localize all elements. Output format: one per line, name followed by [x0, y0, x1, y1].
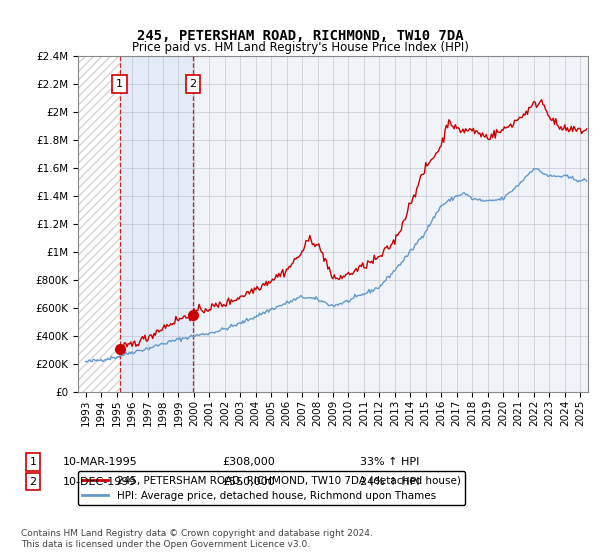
Text: 1: 1: [29, 457, 37, 467]
Text: 33% ↑ HPI: 33% ↑ HPI: [360, 457, 419, 467]
Text: 1: 1: [116, 79, 123, 89]
Bar: [119, 56, 193, 392]
Bar: [78, 56, 119, 392]
Bar: [78, 56, 119, 392]
Legend: 245, PETERSHAM ROAD, RICHMOND, TW10 7DA (detached house), HPI: Average price, de: 245, PETERSHAM ROAD, RICHMOND, TW10 7DA …: [78, 471, 464, 505]
Text: 10-DEC-1999: 10-DEC-1999: [63, 477, 137, 487]
Text: 2: 2: [190, 79, 197, 89]
Text: 245, PETERSHAM ROAD, RICHMOND, TW10 7DA: 245, PETERSHAM ROAD, RICHMOND, TW10 7DA: [137, 29, 463, 44]
Text: 24% ↑ HPI: 24% ↑ HPI: [360, 477, 419, 487]
Text: Contains HM Land Registry data © Crown copyright and database right 2024.
This d: Contains HM Land Registry data © Crown c…: [21, 529, 373, 549]
Text: Price paid vs. HM Land Registry's House Price Index (HPI): Price paid vs. HM Land Registry's House …: [131, 41, 469, 54]
Text: £550,000: £550,000: [222, 477, 275, 487]
Text: 10-MAR-1995: 10-MAR-1995: [63, 457, 138, 467]
Text: £308,000: £308,000: [222, 457, 275, 467]
Text: 2: 2: [29, 477, 37, 487]
